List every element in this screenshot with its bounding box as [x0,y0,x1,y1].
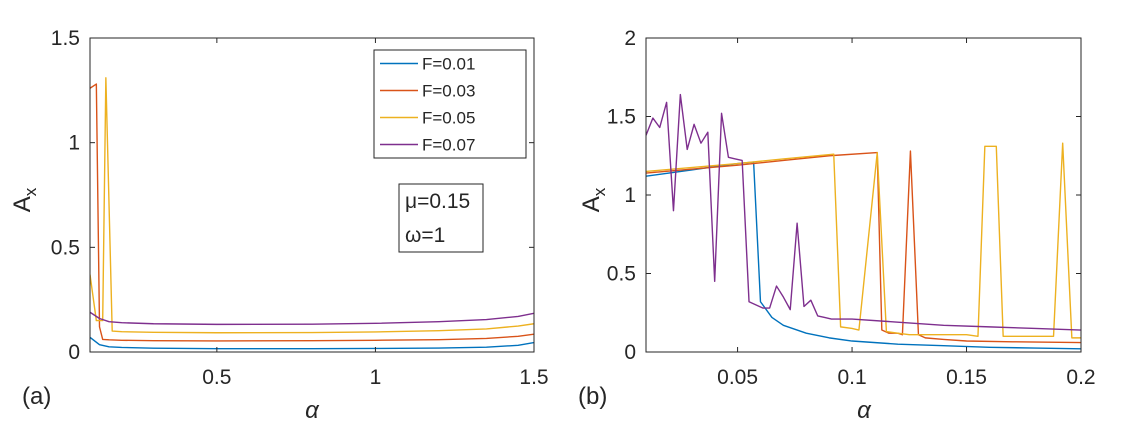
legend-box [373,49,527,159]
legend-label-f-0-05: F=0.05 [422,109,475,128]
panel-a: 0.5 1 1.500.511.5αAx(a)F=0.01F=0.03F=0.05F… [9,27,549,424]
legend: F=0.01 F=0.03 F=0.05 F=0.07 [373,49,527,159]
y-axis-label-subscript: x [590,187,609,196]
legend-label-f-0-01: F=0.01 [422,55,475,74]
y-tick-label: 1 [624,184,636,207]
legend-label-f-0-03: F=0.03 [422,82,475,101]
y-tick-label: 0.5 [51,236,80,259]
series-line-f-0-01 [90,336,534,350]
x-tick-label: 0.5 [202,366,231,389]
x-tick-label: 0.1 [837,366,866,389]
x-tick-label: 0.15 [946,366,987,389]
y-axis-label: Ax [9,187,40,212]
y-tick-label: 0.5 [607,263,636,286]
series-line-f-0-03 [90,83,534,342]
series-line-f-0-05 [90,77,534,334]
y-tick-label: 1 [68,132,80,155]
y-axis-label-main: A [9,196,36,212]
panel-b: 0.05 0.1 0.15 0.2 0 0.5 1 1.5 2 α Ax (b) [578,27,1096,424]
x-axis-label: α [305,397,320,424]
y-tick-label: 0 [624,341,636,364]
x-tick-label: 0.05 [717,366,758,389]
x-tick-label: 1.5 [519,366,548,389]
x-axis-label: α [857,397,872,424]
x-tick-label: 1 [370,366,382,389]
y-axis-label: Ax [578,187,609,212]
y-tick-label: 0 [68,341,80,364]
axes-box [89,37,535,353]
annotation-line: μ=0.15 [405,190,470,213]
series-line-f-0-05 [646,142,1081,339]
series-line-f-0-07 [90,311,534,326]
parameter-annotation: μ=0.15 ω=1 [398,183,484,253]
y-tick-label: 1.5 [607,106,636,129]
annotation-box [398,183,484,253]
y-tick-label: 2 [624,27,636,50]
annotation-line: ω=1 [405,224,445,247]
series-line-f-0-07 [646,93,1081,331]
panel-label: (a) [22,383,51,410]
y-axis-label-subscript: x [21,187,40,196]
panel-label: (b) [578,383,607,410]
series-group [646,93,1081,350]
series-group [90,77,534,350]
y-tick-label: 1.5 [51,27,80,50]
y-axis-label-main: A [578,196,605,212]
legend-label-f-0-07: F=0.07 [422,136,475,155]
x-tick-label: 0.2 [1066,366,1095,389]
